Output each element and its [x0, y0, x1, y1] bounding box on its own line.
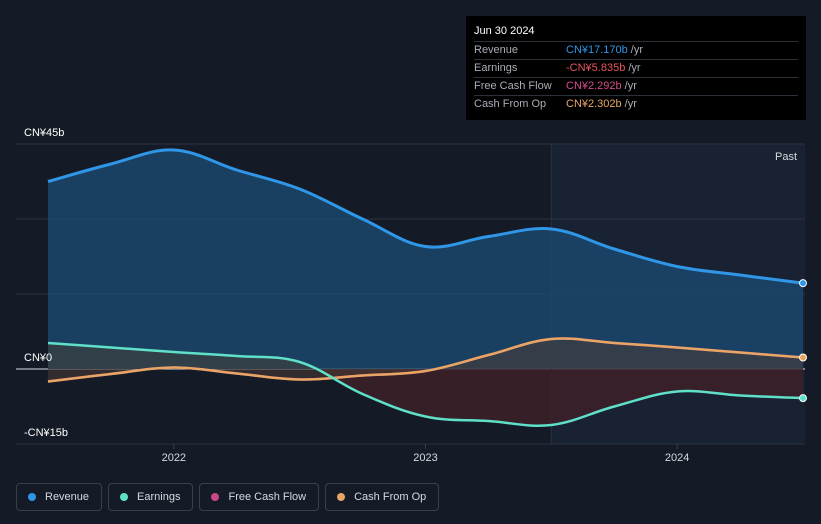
cash-from-op-endpoint: [799, 353, 807, 362]
tooltip-label: Cash From Op: [474, 98, 547, 110]
earnings-endpoint: [799, 394, 807, 403]
tooltip-row-revenue: Revenue CN¥17.170b /yr: [474, 41, 798, 59]
tooltip-value: CN¥2.302b: [566, 98, 622, 110]
revenue-endpoint: [799, 279, 807, 288]
tooltip-row-free-cash-flow: Free Cash Flow CN¥2.292b /yr: [474, 77, 798, 95]
x-tick-label: 2024: [665, 452, 689, 464]
earnings-line: [47, 341, 804, 427]
series-lines: [47, 148, 804, 427]
tooltip-value: CN¥17.170b: [566, 44, 628, 56]
tooltip-label: Revenue: [474, 44, 519, 56]
tooltip-unit: /yr: [628, 62, 641, 74]
legend-item-free-cash-flow[interactable]: Free Cash Flow: [199, 483, 320, 511]
legend: Revenue Earnings Free Cash Flow Cash Fro…: [16, 483, 440, 511]
legend-label: Revenue: [45, 491, 90, 503]
x-axis-ticks: 2022 2023 2024: [162, 444, 689, 464]
past-label: Past: [775, 151, 797, 163]
legend-item-earnings[interactable]: Earnings: [108, 483, 194, 511]
x-tick-label: 2022: [162, 452, 186, 464]
tooltip-label: Free Cash Flow: [474, 80, 552, 92]
legend-item-revenue[interactable]: Revenue: [16, 483, 103, 511]
tooltip-value: CN¥2.292b: [566, 80, 622, 92]
legend-dot-icon: [211, 493, 220, 501]
legend-dot-icon: [120, 493, 129, 501]
earnings-area-positive: [48, 343, 803, 369]
tooltip-date: Jun 30 2024: [474, 25, 535, 37]
legend-item-cash-from-op[interactable]: Cash From Op: [325, 483, 440, 511]
legend-dot-icon: [28, 493, 36, 501]
y-axis-ticks: CN¥45b CN¥0 -CN¥15b: [24, 127, 68, 439]
cash-from-op-line: [47, 337, 804, 383]
tooltip-unit: /yr: [624, 98, 637, 110]
y-tick-label: -CN¥15b: [24, 427, 68, 439]
series-areas: [48, 149, 803, 426]
x-tick-label: 2023: [413, 452, 437, 464]
tooltip: Jun 30 2024 Revenue CN¥17.170b /yr Earni…: [466, 16, 806, 120]
legend-label: Free Cash Flow: [228, 491, 307, 503]
revenue-area: [48, 149, 803, 369]
legend-label: Earnings: [137, 491, 181, 503]
y-tick-label: CN¥0: [24, 352, 52, 364]
revenue-line: [47, 148, 804, 285]
tooltip-unit: /yr: [630, 44, 644, 56]
tooltip-unit: /yr: [624, 80, 637, 92]
tooltip-label: Earnings: [474, 62, 518, 74]
tooltip-value: -CN¥5.835b: [566, 62, 626, 74]
y-tick-label: CN¥45b: [24, 127, 64, 139]
cash-from-op-area: [48, 338, 803, 382]
legend-label: Cash From Op: [354, 491, 427, 503]
series-endpoints: [799, 279, 807, 403]
tooltip-row-cash-from-op: Cash From Op CN¥2.302b /yr: [474, 95, 798, 113]
legend-dot-icon: [337, 493, 346, 501]
tooltip-row-earnings: Earnings -CN¥5.835b /yr: [474, 59, 798, 77]
